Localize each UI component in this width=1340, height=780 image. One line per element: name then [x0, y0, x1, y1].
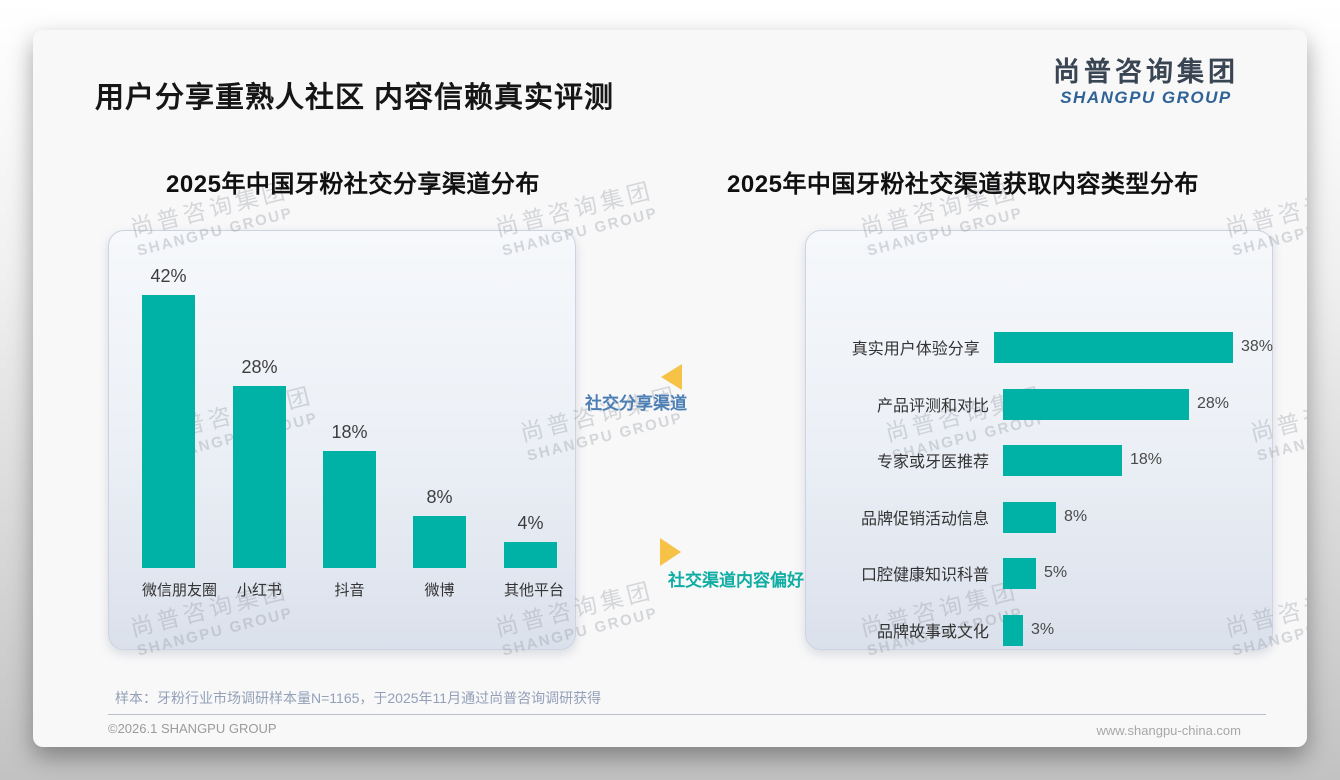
bar-value-label: 4% [517, 513, 544, 533]
company-logo: 尚普咨询集团 SHANGPU GROUP [1053, 57, 1239, 108]
triangle-left-icon [661, 364, 682, 390]
bar-row: 真实用户体验分享 38% [805, 331, 1273, 363]
bar-category-label: 微信朋友圈 [142, 582, 218, 599]
bar-value-label: 8% [1064, 508, 1088, 525]
website-url: www.shangpu-china.com [1096, 723, 1241, 738]
bar-category-label: 真实用户体验分享 [851, 341, 980, 358]
bar-row: 口腔健康知识科普 5% [805, 557, 1273, 589]
bar-column: 18% 抖音 [323, 230, 376, 599]
bar-value-label: 3% [1031, 621, 1055, 638]
bar-value-label: 5% [1044, 564, 1068, 581]
content-preference-label: 社交渠道内容偏好 [668, 571, 804, 590]
slide-card: 尚普咨询集团 SHANGPU GROUP 尚普咨询集团 SHANGPU GROUP 尚普… [33, 30, 1307, 747]
bar [323, 451, 376, 568]
bar [1003, 614, 1023, 646]
bar-category-label: 专家或牙医推荐 [876, 454, 989, 471]
triangle-right-icon [660, 538, 681, 566]
bar [1003, 501, 1056, 533]
sample-footnote: 样本：牙粉行业市场调研样本量N=1165，于2025年11月通过尚普咨询调研获得 [115, 690, 602, 706]
bar-value-label: 42% [150, 266, 187, 286]
bar-row: 专家或牙医推荐 18% [805, 444, 1273, 476]
bar-column: 28% 小红书 [233, 230, 286, 599]
bar-value-label: 18% [1130, 451, 1163, 468]
bar-category-label: 产品评测和对比 [876, 398, 989, 415]
bar-category-label: 品牌故事或文化 [876, 624, 989, 641]
vertical-bar-chart: 42% 微信朋友圈 28% 小红书 18% 抖音 8% 微博 4% 其他平台 [108, 230, 576, 650]
bar [1003, 444, 1122, 476]
logo-english-text: SHANGPU GROUP [1060, 87, 1232, 107]
bar-category-label: 口腔健康知识科普 [860, 567, 989, 584]
bar [504, 542, 557, 568]
share-channel-label: 社交分享渠道 [585, 394, 687, 413]
horizontal-bar-chart: 真实用户体验分享 38% 产品评测和对比 28% 专家或牙医推荐 18% 品牌促销活动信息 8… [805, 230, 1273, 650]
logo-chinese-text: 尚普咨询集团 [1053, 57, 1239, 87]
bar-value-label: 28% [1197, 395, 1230, 412]
bar-category-label: 品牌促销活动信息 [860, 511, 989, 528]
bar [1003, 557, 1036, 589]
bar-row: 产品评测和对比 28% [805, 388, 1273, 420]
bar-category-label: 小红书 [236, 582, 282, 599]
bar-category-label: 其他平台 [504, 582, 565, 599]
bar [993, 331, 1233, 363]
bar-row: 品牌促销活动信息 8% [805, 501, 1273, 533]
bar [1003, 388, 1189, 420]
left-chart-title: 2025年中国牙粉社交分享渠道分布 [166, 171, 540, 198]
bar-value-label: 8% [426, 487, 453, 507]
bar-column: 8% 微博 [413, 230, 466, 599]
bar-category-label: 抖音 [334, 582, 365, 599]
bar-category-label: 微博 [424, 582, 455, 599]
right-chart-panel [805, 230, 1273, 650]
bar-column: 42% 微信朋友圈 [142, 230, 217, 599]
bar-value-label: 28% [241, 357, 278, 377]
footer-divider [108, 714, 1266, 715]
bar [413, 516, 466, 568]
copyright-text: ©2026.1 SHANGPU GROUP [108, 721, 277, 736]
bar [142, 295, 195, 568]
right-chart-title: 2025年中国牙粉社交渠道获取内容类型分布 [727, 171, 1199, 198]
page-title: 用户分享重熟人社区 内容信赖真实评测 [95, 82, 615, 114]
bar-column: 4% 其他平台 [504, 230, 564, 599]
bar [233, 386, 286, 568]
bar-row: 品牌故事或文化 3% [805, 614, 1273, 646]
bar-value-label: 18% [331, 422, 368, 442]
bar-value-label: 38% [1240, 338, 1273, 355]
